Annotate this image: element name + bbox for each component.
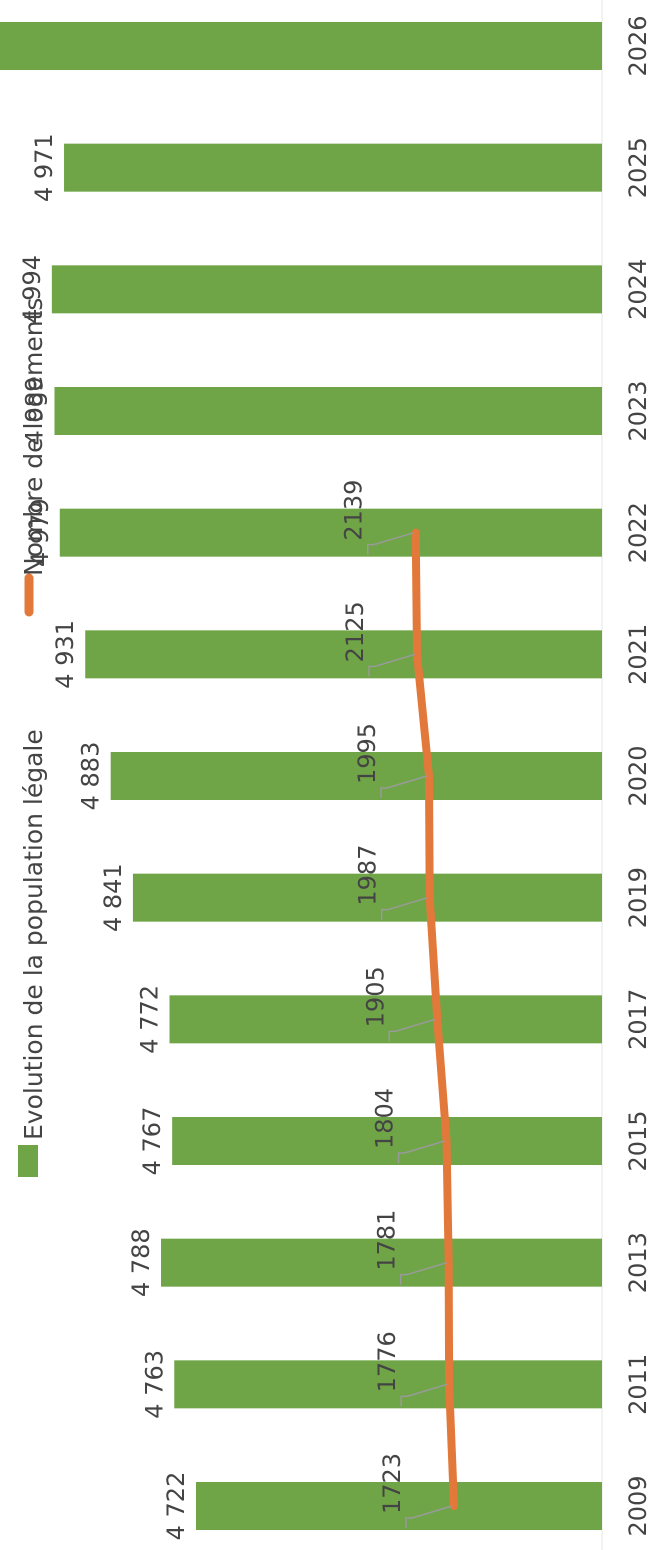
bar-population-2011 xyxy=(174,1360,602,1409)
bar-population-2019 xyxy=(132,873,602,922)
bar-population-2015 xyxy=(172,1117,602,1165)
year-label-2013: 2013 xyxy=(624,1232,652,1293)
value-label-population-2009: 4 722 xyxy=(162,1472,190,1541)
year-label-2015: 2015 xyxy=(624,1110,652,1171)
legend-swatch-population xyxy=(18,1145,38,1177)
year-label-2022: 2022 xyxy=(624,502,652,563)
value-label-housing-2019: 1987 xyxy=(354,845,382,906)
value-label-population-2022: 4 979 xyxy=(26,498,54,567)
leader-line-housing-2011 xyxy=(400,1383,448,1407)
bar-population-2023 xyxy=(54,387,603,435)
line-housing xyxy=(411,528,458,1510)
leader-line-housing-2020 xyxy=(380,775,428,798)
legend-label-housing: Nombre de logements xyxy=(19,298,48,576)
population-bars xyxy=(0,22,603,1530)
value-label-housing-2013: 1781 xyxy=(373,1210,401,1271)
year-label-2025: 2025 xyxy=(624,137,652,198)
year-label-2020: 2020 xyxy=(624,745,652,806)
bar-population-2017 xyxy=(169,995,602,1044)
bar-population-2025 xyxy=(64,143,602,192)
leader-line-housing-2015 xyxy=(397,1140,445,1163)
year-label-2019: 2019 xyxy=(624,867,652,928)
legend: Evolution de la population légale Nombre… xyxy=(18,298,48,1177)
value-label-population-2013: 4 788 xyxy=(127,1228,155,1297)
leader-line-housing-2022 xyxy=(366,531,414,555)
value-label-housing-2015: 1804 xyxy=(371,1088,399,1149)
value-label-population-2011: 4 763 xyxy=(140,1350,168,1419)
value-label-population-2021: 4 931 xyxy=(51,620,79,689)
leader-line-housing-2017 xyxy=(388,1018,436,1042)
year-label-2009: 2009 xyxy=(624,1475,652,1536)
value-label-population-2025: 4 971 xyxy=(30,133,58,202)
housing-value-labels: 1723 1776 1781 1804 1905 1987 1995 2125 2139 xyxy=(340,480,453,1528)
bar-population-2009 xyxy=(196,1482,602,1530)
value-label-population-2023: 4 989 xyxy=(20,377,48,446)
value-label-population-2019: 4 841 xyxy=(99,863,127,932)
housing-line-layer xyxy=(411,528,458,1510)
leader-line-housing-2021 xyxy=(368,653,416,677)
value-label-housing-2009: 1723 xyxy=(378,1453,406,1514)
value-label-housing-2021: 2125 xyxy=(341,601,369,662)
year-tick-labels: 2009 2011 2013 2015 2017 2019 2020 2021 2022 2023… xyxy=(624,15,652,1536)
population-value-labels: 4 722 4 763 4 788 4 767 4 772 4 841 4 883 4 931… xyxy=(18,133,190,1541)
bar-population-2024 xyxy=(51,265,602,314)
bar-population-2022 xyxy=(59,508,603,557)
year-label-2023: 2023 xyxy=(624,380,652,441)
leader-line-housing-2013 xyxy=(399,1261,447,1285)
year-label-2011: 2011 xyxy=(624,1354,652,1415)
value-label-housing-2017: 1905 xyxy=(361,966,389,1027)
value-label-population-2020: 4 883 xyxy=(77,742,105,811)
value-label-housing-2022: 2139 xyxy=(340,480,368,541)
value-label-housing-2011: 1776 xyxy=(373,1331,401,1392)
bar-population-2013 xyxy=(161,1238,602,1287)
value-label-population-2024: 4 994 xyxy=(18,255,46,324)
bar-population-2026 xyxy=(0,22,603,70)
legend-label-population: Evolution de la population légale xyxy=(19,729,48,1140)
leader-line-housing-2019 xyxy=(380,896,428,920)
year-label-2021: 2021 xyxy=(624,624,652,685)
year-label-2026: 2026 xyxy=(624,15,652,76)
bar-population-2021 xyxy=(85,630,603,679)
value-label-housing-2020: 1995 xyxy=(353,723,381,784)
value-label-population-2015: 4 767 xyxy=(138,1107,166,1176)
year-label-2017: 2017 xyxy=(624,989,652,1050)
value-label-population-2017: 4 772 xyxy=(136,985,164,1054)
leader-line-housing-2009 xyxy=(405,1505,453,1528)
bar-population-2020 xyxy=(110,752,603,800)
year-label-2024: 2024 xyxy=(624,259,652,320)
